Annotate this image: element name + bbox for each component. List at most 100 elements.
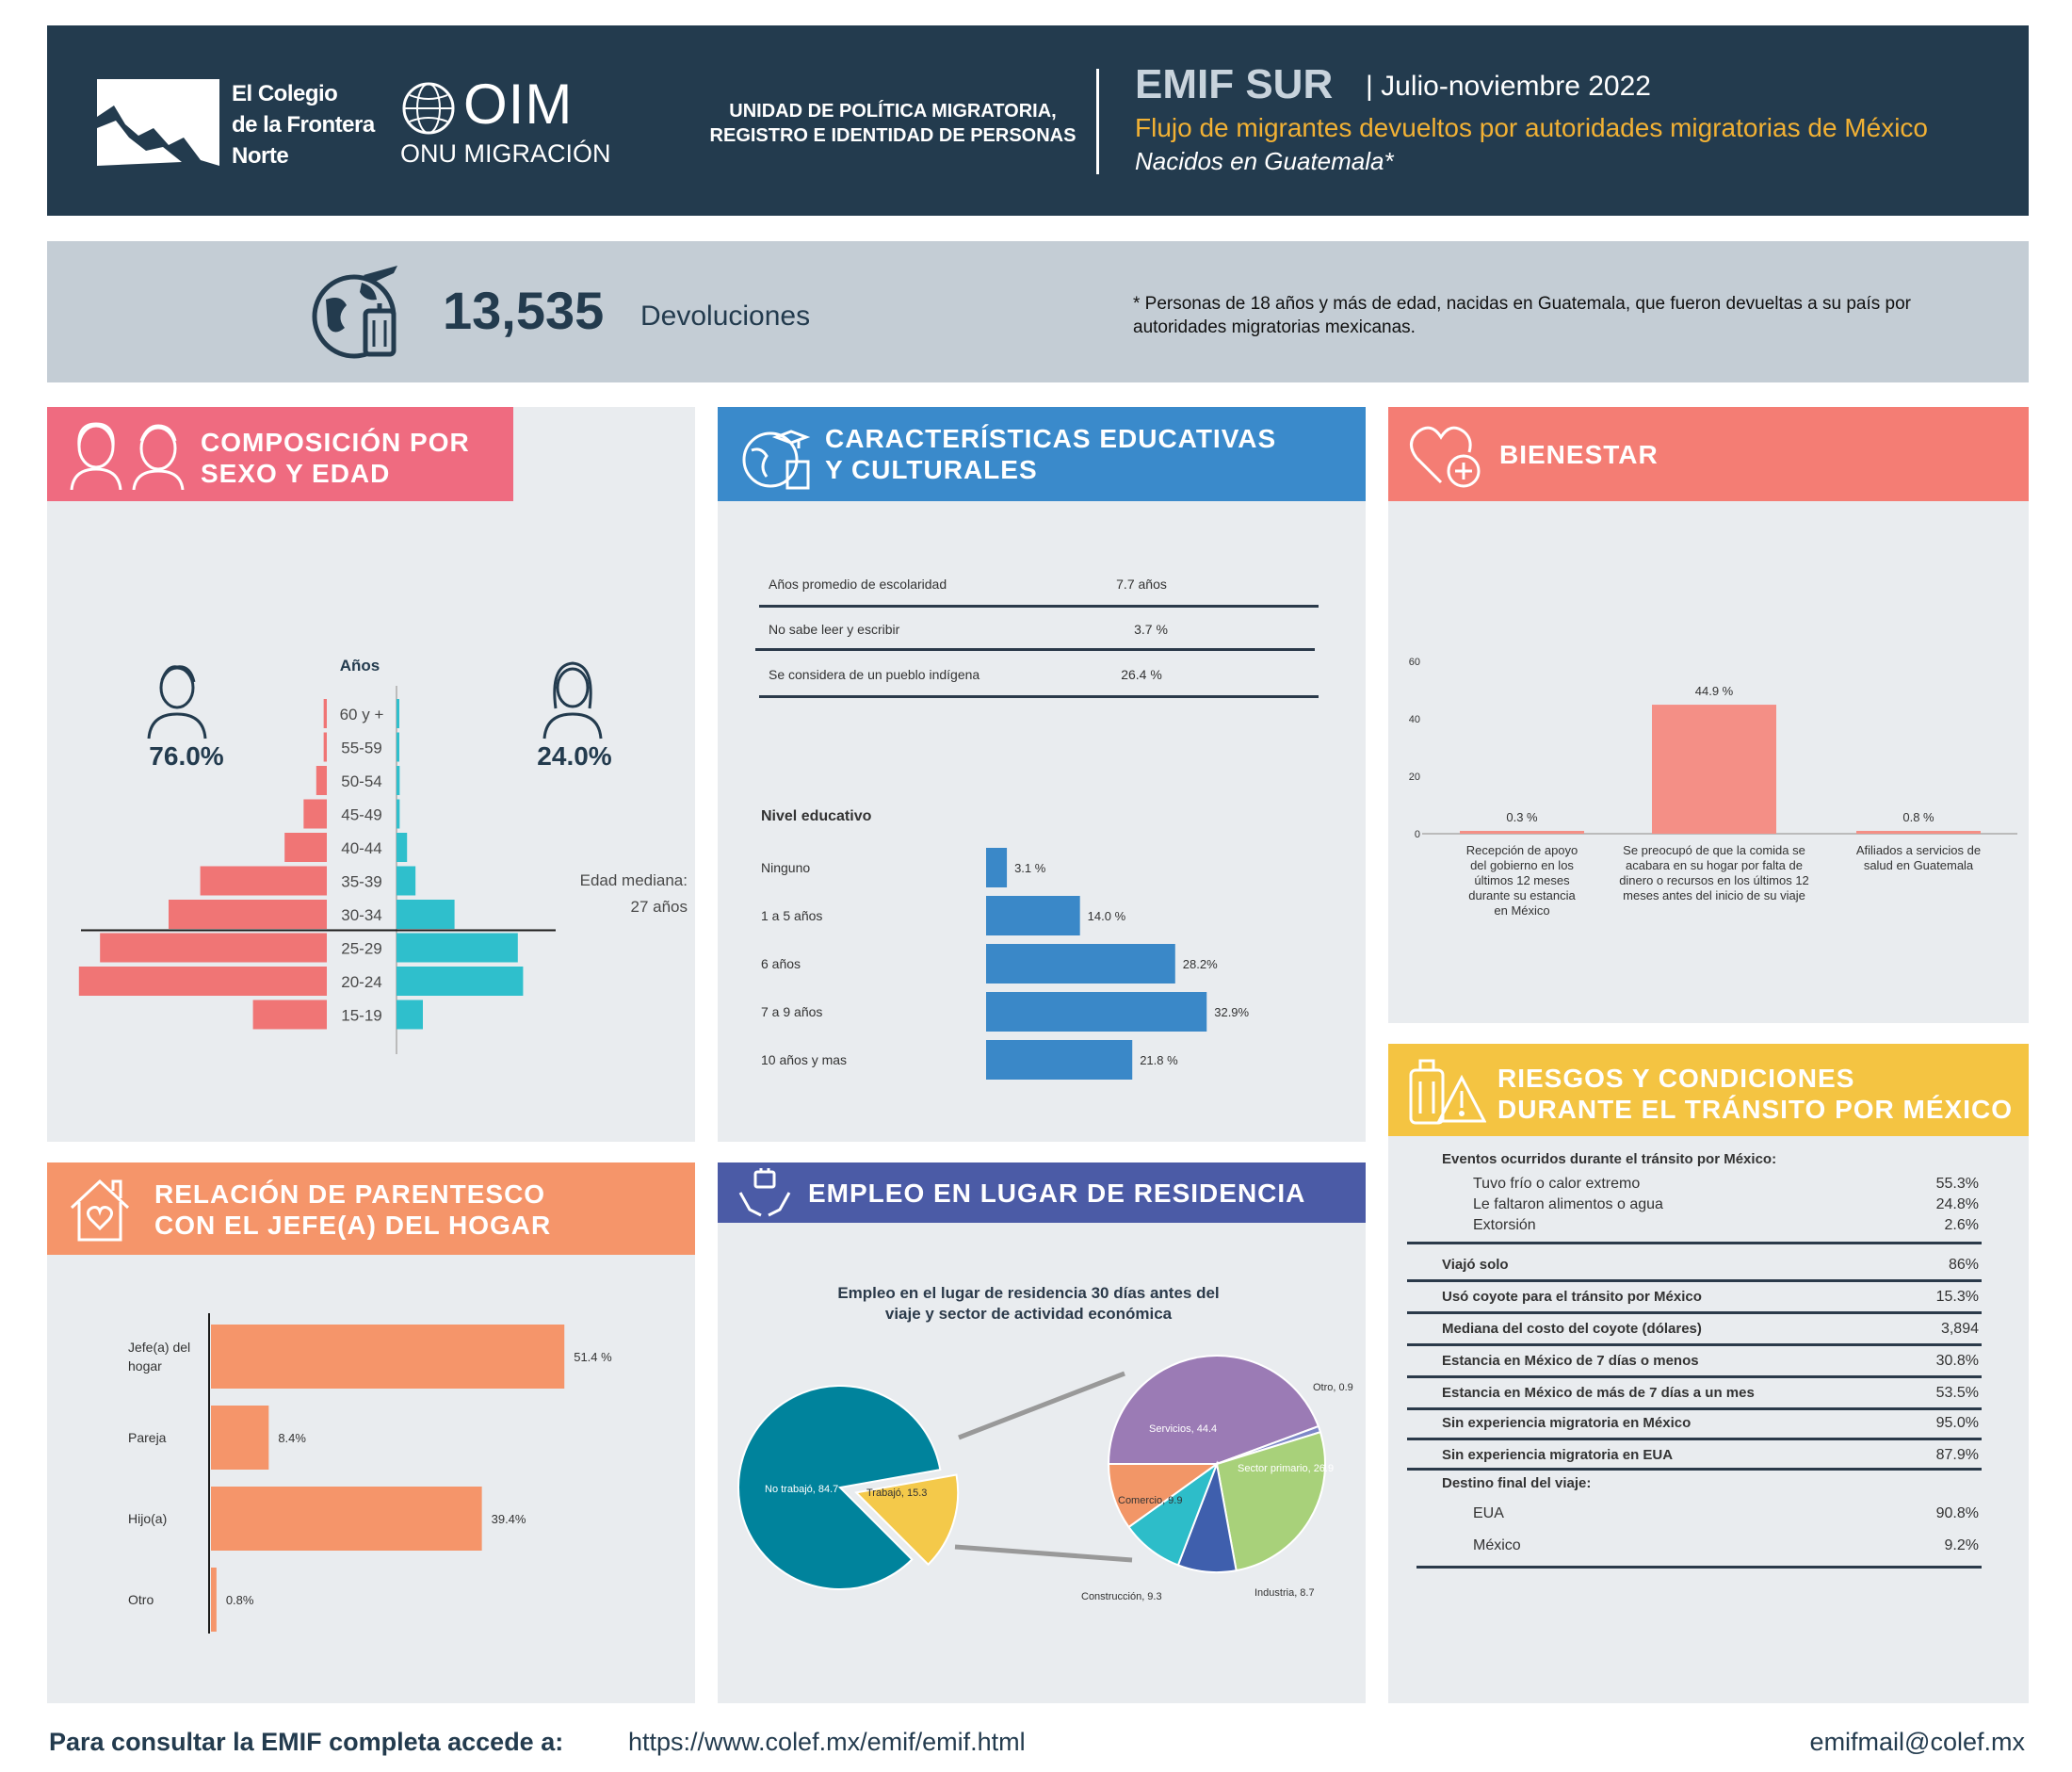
educacion-title-line2: Y CULTURALES <box>825 455 1038 484</box>
empleo-title: EMPLEO EN LUGAR DE RESIDENCIA <box>808 1179 1306 1208</box>
education-globe-icon <box>742 430 811 490</box>
evento-label-0: Tuvo frío o calor extremo <box>1473 1176 1641 1192</box>
bien-category-label-1-3: meses antes del inicio de su viaje <box>1623 888 1805 902</box>
evento-value-2: 2.6% <box>1944 1217 1979 1233</box>
bien-category-label-0-0: Recepción de apoyo <box>1466 843 1578 857</box>
edu-bar-2 <box>986 944 1175 984</box>
destino-value-1: 9.2% <box>1944 1537 1979 1553</box>
edu-value-label-1: 14.0 % <box>1088 909 1126 923</box>
bien-category-label-2-1: salud en Guatemala <box>1864 858 1974 872</box>
pyramid-female-bar-0 <box>397 699 399 728</box>
oim-globe-icon <box>402 82 455 135</box>
luggage-warning-icon <box>1409 1059 1486 1125</box>
riesgos-divider-5 <box>1407 1407 1982 1410</box>
pyramid-male-bar-0 <box>323 699 327 728</box>
edu-value-label-3: 32.9% <box>1214 1005 1249 1019</box>
female-icon <box>542 661 603 740</box>
colef-name-line1: El Colegio <box>232 81 338 106</box>
riesgo-value-2: 3,894 <box>1940 1321 1979 1337</box>
pyramid-age-label-6: 30-34 <box>341 906 381 924</box>
edu-divider-2 <box>755 648 1315 651</box>
bien-category-label-1-1: acabara en su hogar por falta de <box>1626 858 1803 872</box>
oim-subtitle: ONU MIGRACIÓN <box>400 139 611 168</box>
riesgos-divider-0 <box>1407 1242 1982 1244</box>
pie-connector-bottom <box>954 1544 1133 1563</box>
edu-bar-3 <box>986 992 1207 1032</box>
bien-value-label-1: 44.9 % <box>1695 684 1734 698</box>
pyramid-female-bar-1 <box>397 732 399 762</box>
parentesco-bar-3 <box>211 1568 217 1632</box>
panel-bienestar: BIENESTAR 0 20 40 60 0.3 % Recepción de apoyo… <box>1388 407 2029 1023</box>
pie-main-slice-1 <box>854 1473 960 1567</box>
male-icon <box>147 665 207 740</box>
evento-label-1: Le faltaron alimentos o agua <box>1473 1196 1663 1212</box>
pyramid-female-bar-5 <box>397 866 416 896</box>
riesgos-divider-1 <box>1407 1279 1982 1282</box>
summary-note-line2: autoridades migratorias mexicanas. <box>1133 317 1416 337</box>
riesgo-label-4: Estancia en México de más de 7 días a un… <box>1442 1385 1755 1401</box>
bien-ytick-0: 0 <box>1415 829 1420 840</box>
pyramid-male-bar-8 <box>78 967 328 996</box>
bien-ytick-3: 60 <box>1409 657 1420 668</box>
riesgo-value-5: 95.0% <box>1935 1415 1979 1431</box>
edu-row-escolaridad-value: 7.7 años <box>1116 577 1167 592</box>
pyramid-years-label: Años <box>340 657 380 675</box>
sexo-edad-title-line2: SEXO Y EDAD <box>201 459 391 488</box>
riesgo-label-0: Viajó solo <box>1442 1257 1509 1273</box>
parentesco-category-label-3-0: Otro <box>128 1592 154 1607</box>
age-pyramid-chart: Años 60 y + 55-59 50-54 45-49 40-44 35-39 30-34… <box>78 657 556 1054</box>
parentesco-title-line1: RELACIÓN DE PARENTESCO <box>154 1179 546 1209</box>
parentesco-bar-1 <box>211 1406 269 1470</box>
pyramid-age-label-2: 50-54 <box>341 772 381 790</box>
bien-category-label-0-3: durante su estancia <box>1468 888 1576 902</box>
bien-ytick-2: 40 <box>1409 714 1420 725</box>
educacion-title-line1: CARACTERÍSTICAS EDUCATIVAS <box>825 424 1277 453</box>
pyramid-female-bar-7 <box>397 933 518 963</box>
evento-value-1: 24.8% <box>1935 1196 1979 1212</box>
pyramid-male-bar-4 <box>284 833 327 862</box>
edu-value-label-0: 3.1 % <box>1014 861 1046 875</box>
bien-category-label-0-2: últimos 12 meses <box>1474 873 1570 887</box>
parentesco-bar-0 <box>211 1325 565 1389</box>
unit-line1: UNIDAD DE POLÍTICA MIGRATORIA, <box>729 101 1057 122</box>
edu-value-label-2: 28.2% <box>1183 957 1218 971</box>
pyramid-male-bar-9 <box>252 1000 327 1030</box>
riesgos-title-line1: RIESGOS Y CONDICIONES <box>1497 1064 1855 1093</box>
riesgo-value-0: 86% <box>1948 1257 1979 1273</box>
header-banner: El Colegio de la Frontera Norte OIM ONU … <box>47 25 2029 216</box>
bien-bar-0 <box>1460 831 1584 834</box>
bien-ytick-1: 20 <box>1409 772 1420 783</box>
riesgos-divider-6 <box>1407 1438 1982 1440</box>
parentesco-category-label-0-0: Jefe(a) del <box>128 1340 190 1355</box>
destino-label-0: EUA <box>1473 1505 1504 1521</box>
colef-name-line2: de la Frontera <box>232 112 375 138</box>
pie-sector-slice-5 <box>1107 1463 1221 1529</box>
destino-heading: Destino final del viaje: <box>1442 1475 1592 1491</box>
pyramid-female-bar-8 <box>397 967 524 996</box>
edu-bar-0 <box>986 848 1008 887</box>
devoluciones-label: Devoluciones <box>640 301 811 332</box>
pyramid-female-bar-6 <box>397 900 455 929</box>
pyramid-age-label-4: 40-44 <box>341 839 381 857</box>
travel-globe-icon <box>312 266 397 359</box>
empleo-pie-chart: No trabajó, 84.7 Trabajó, 15.3 Servicios, … <box>737 1355 1353 1602</box>
people-icon <box>70 422 185 490</box>
footer-url-link[interactable]: https://www.colef.mx/emif/emif.html <box>628 1728 1026 1756</box>
footer-email-link[interactable]: emifmail@colef.mx <box>1809 1728 2025 1756</box>
riesgo-value-4: 53.5% <box>1935 1385 1979 1401</box>
panel-parentesco: RELACIÓN DE PARENTESCO CON EL JEFE(A) DE… <box>47 1162 695 1703</box>
female-percentage: 24.0% <box>537 741 612 771</box>
riesgos-divider-8 <box>1416 1566 1982 1569</box>
pyramid-female-bar-4 <box>397 833 408 862</box>
panel-empleo: EMPLEO EN LUGAR DE RESIDENCIA Empleo en … <box>718 1162 1366 1703</box>
pyramid-age-label-7: 25-29 <box>341 940 381 958</box>
pie-sector-label-3: Industria, 8.7 <box>1255 1587 1315 1599</box>
median-age-value: 27 años <box>630 898 688 916</box>
panel-educacion: CARACTERÍSTICAS EDUCATIVAS Y CULTURALES … <box>718 407 1366 1142</box>
edu-row-leer-label: No sabe leer y escribir <box>769 622 900 637</box>
devoluciones-count: 13,535 <box>443 281 605 340</box>
parentesco-value-label-2: 39.4% <box>492 1512 526 1526</box>
colef-logo-icon <box>97 79 219 166</box>
bien-category-label-0-4: en México <box>1494 903 1549 918</box>
riesgos-divider-4 <box>1407 1375 1982 1378</box>
